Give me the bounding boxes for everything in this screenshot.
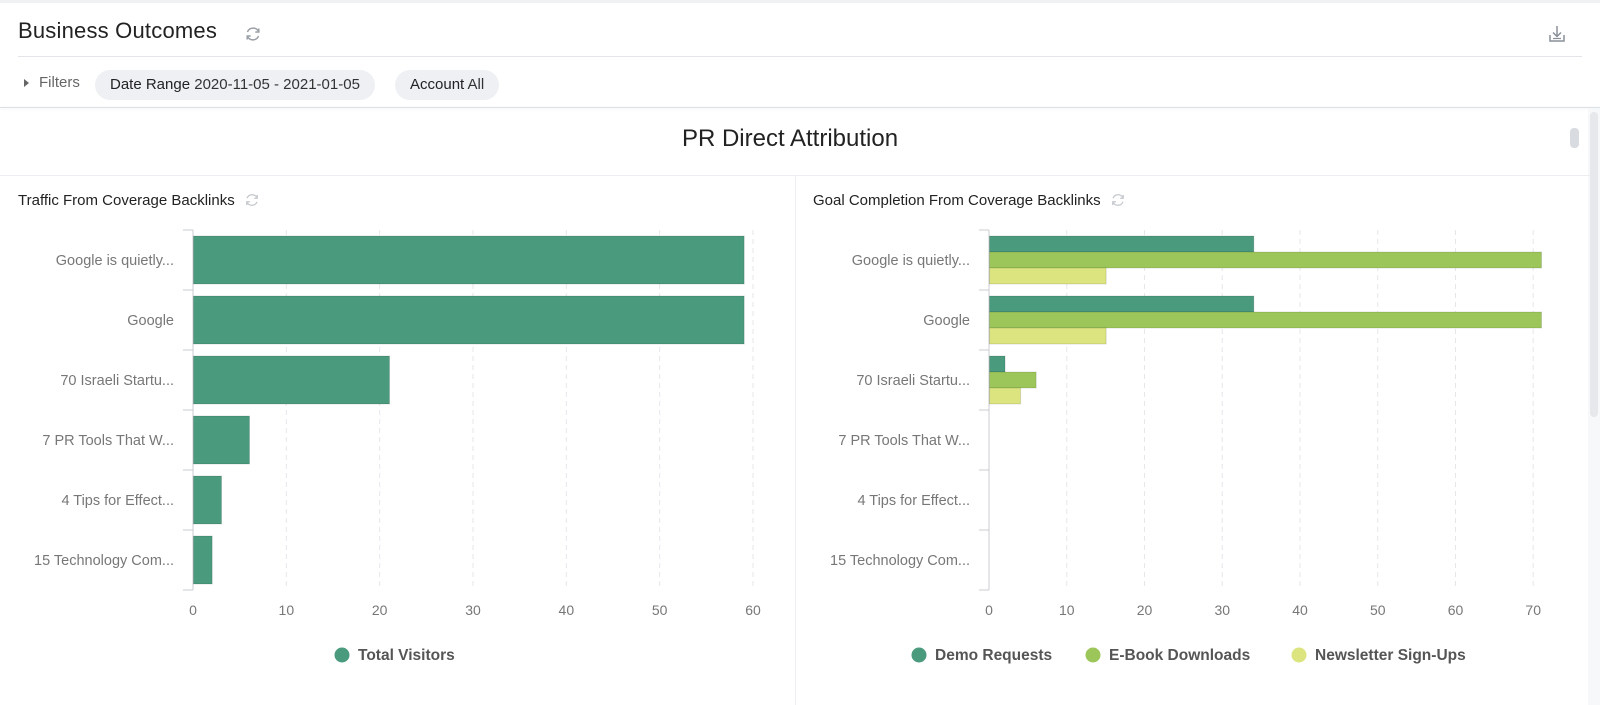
bar xyxy=(193,295,745,345)
category-label: Google xyxy=(923,313,970,329)
legend-label: Newsletter Sign-Ups xyxy=(1315,647,1466,664)
x-tick-label: 10 xyxy=(279,602,295,618)
page-title: Business Outcomes xyxy=(18,18,218,43)
bar xyxy=(989,251,1542,269)
bar xyxy=(989,387,1022,405)
x-tick-label: 40 xyxy=(559,602,575,618)
page-scrollbar-thumb[interactable] xyxy=(1590,112,1598,417)
filters-toggle[interactable]: Filters xyxy=(24,74,80,91)
bar xyxy=(989,327,1107,345)
x-tick-label: 10 xyxy=(1059,602,1075,618)
chart-title-traffic: Traffic From Coverage Backlinks xyxy=(18,191,261,209)
x-tick-label: 60 xyxy=(745,602,761,618)
x-tick-label: 0 xyxy=(985,602,993,618)
section-scroll-handle[interactable] xyxy=(1570,128,1579,148)
legend-marker xyxy=(1291,647,1307,663)
x-tick-label: 60 xyxy=(1448,602,1464,618)
category-label: 70 Israeli Startu... xyxy=(856,373,970,389)
legend-marker xyxy=(911,647,927,663)
legend-label: Total Visitors xyxy=(358,647,455,664)
x-tick-label: 50 xyxy=(1370,602,1386,618)
category-label: 4 Tips for Effect... xyxy=(61,493,174,509)
legend-label: E-Book Downloads xyxy=(1109,647,1250,664)
top-border xyxy=(0,0,1600,3)
date-range-filter-chip[interactable]: Date Range 2020-11-05 - 2021-01-05 xyxy=(95,70,375,100)
content-divider xyxy=(0,107,1600,108)
x-tick-label: 30 xyxy=(1214,602,1230,618)
section-divider xyxy=(0,175,1590,176)
chart-title-goal: Goal Completion From Coverage Backlinks xyxy=(813,191,1127,209)
refresh-icon[interactable] xyxy=(1109,191,1127,209)
bar xyxy=(193,355,390,405)
legend-marker xyxy=(334,647,350,663)
category-label: 70 Israeli Startu... xyxy=(60,373,174,389)
filters-bar: Filters Date Range 2020-11-05 - 2021-01-… xyxy=(0,67,1600,103)
bar xyxy=(989,371,1037,389)
account-label: Account xyxy=(410,76,465,93)
download-icon[interactable] xyxy=(1546,23,1568,45)
x-tick-label: 20 xyxy=(1137,602,1153,618)
bar xyxy=(193,415,250,465)
bar xyxy=(989,311,1542,329)
refresh-icon[interactable] xyxy=(243,24,263,44)
bar xyxy=(989,267,1107,285)
legend-marker xyxy=(1085,647,1101,663)
legend-label: Demo Requests xyxy=(935,647,1052,664)
x-tick-label: 40 xyxy=(1292,602,1308,618)
category-label: 15 Technology Com... xyxy=(830,553,970,569)
header-divider xyxy=(18,56,1582,57)
category-label: 4 Tips for Effect... xyxy=(857,493,970,509)
bar xyxy=(989,295,1255,313)
category-label: Google is quietly... xyxy=(56,253,174,269)
x-tick-label: 0 xyxy=(189,602,197,618)
column-divider xyxy=(795,176,796,705)
refresh-icon[interactable] xyxy=(243,191,261,209)
bar xyxy=(989,355,1006,373)
traffic-chart: 0 10 20 30 40 50 60 Google is quietly... Google 7… xyxy=(34,229,761,664)
date-range-value: 2020-11-05 - 2021-01-05 xyxy=(194,76,360,93)
account-value: All xyxy=(467,76,485,93)
x-tick-label: 20 xyxy=(372,602,388,618)
category-label: 15 Technology Com... xyxy=(34,553,174,569)
date-range-label: Date Range xyxy=(110,76,191,93)
bar xyxy=(193,535,213,585)
account-filter-chip[interactable]: Account All xyxy=(395,70,500,100)
filters-label: Filters xyxy=(39,74,80,91)
x-tick-label: 30 xyxy=(465,602,481,618)
goal-chart-title: Goal Completion From Coverage Backlinks xyxy=(813,191,1101,209)
bar xyxy=(193,475,222,525)
category-label: 7 PR Tools That W... xyxy=(838,433,970,449)
bar xyxy=(193,235,745,285)
section-title: PR Direct Attribution xyxy=(681,125,899,152)
page-header: Business Outcomes xyxy=(0,3,1600,57)
x-tick-label: 70 xyxy=(1525,602,1541,618)
category-label: Google xyxy=(127,313,174,329)
goal-chart: 0 10 20 30 40 50 60 70 Google is quietly... Googl… xyxy=(830,229,1542,664)
category-label: 7 PR Tools That W... xyxy=(42,433,174,449)
caret-right-icon xyxy=(24,79,29,87)
bar xyxy=(989,235,1255,253)
category-label: Google is quietly... xyxy=(852,253,970,269)
x-tick-label: 50 xyxy=(652,602,668,618)
traffic-chart-title: Traffic From Coverage Backlinks xyxy=(18,191,235,209)
